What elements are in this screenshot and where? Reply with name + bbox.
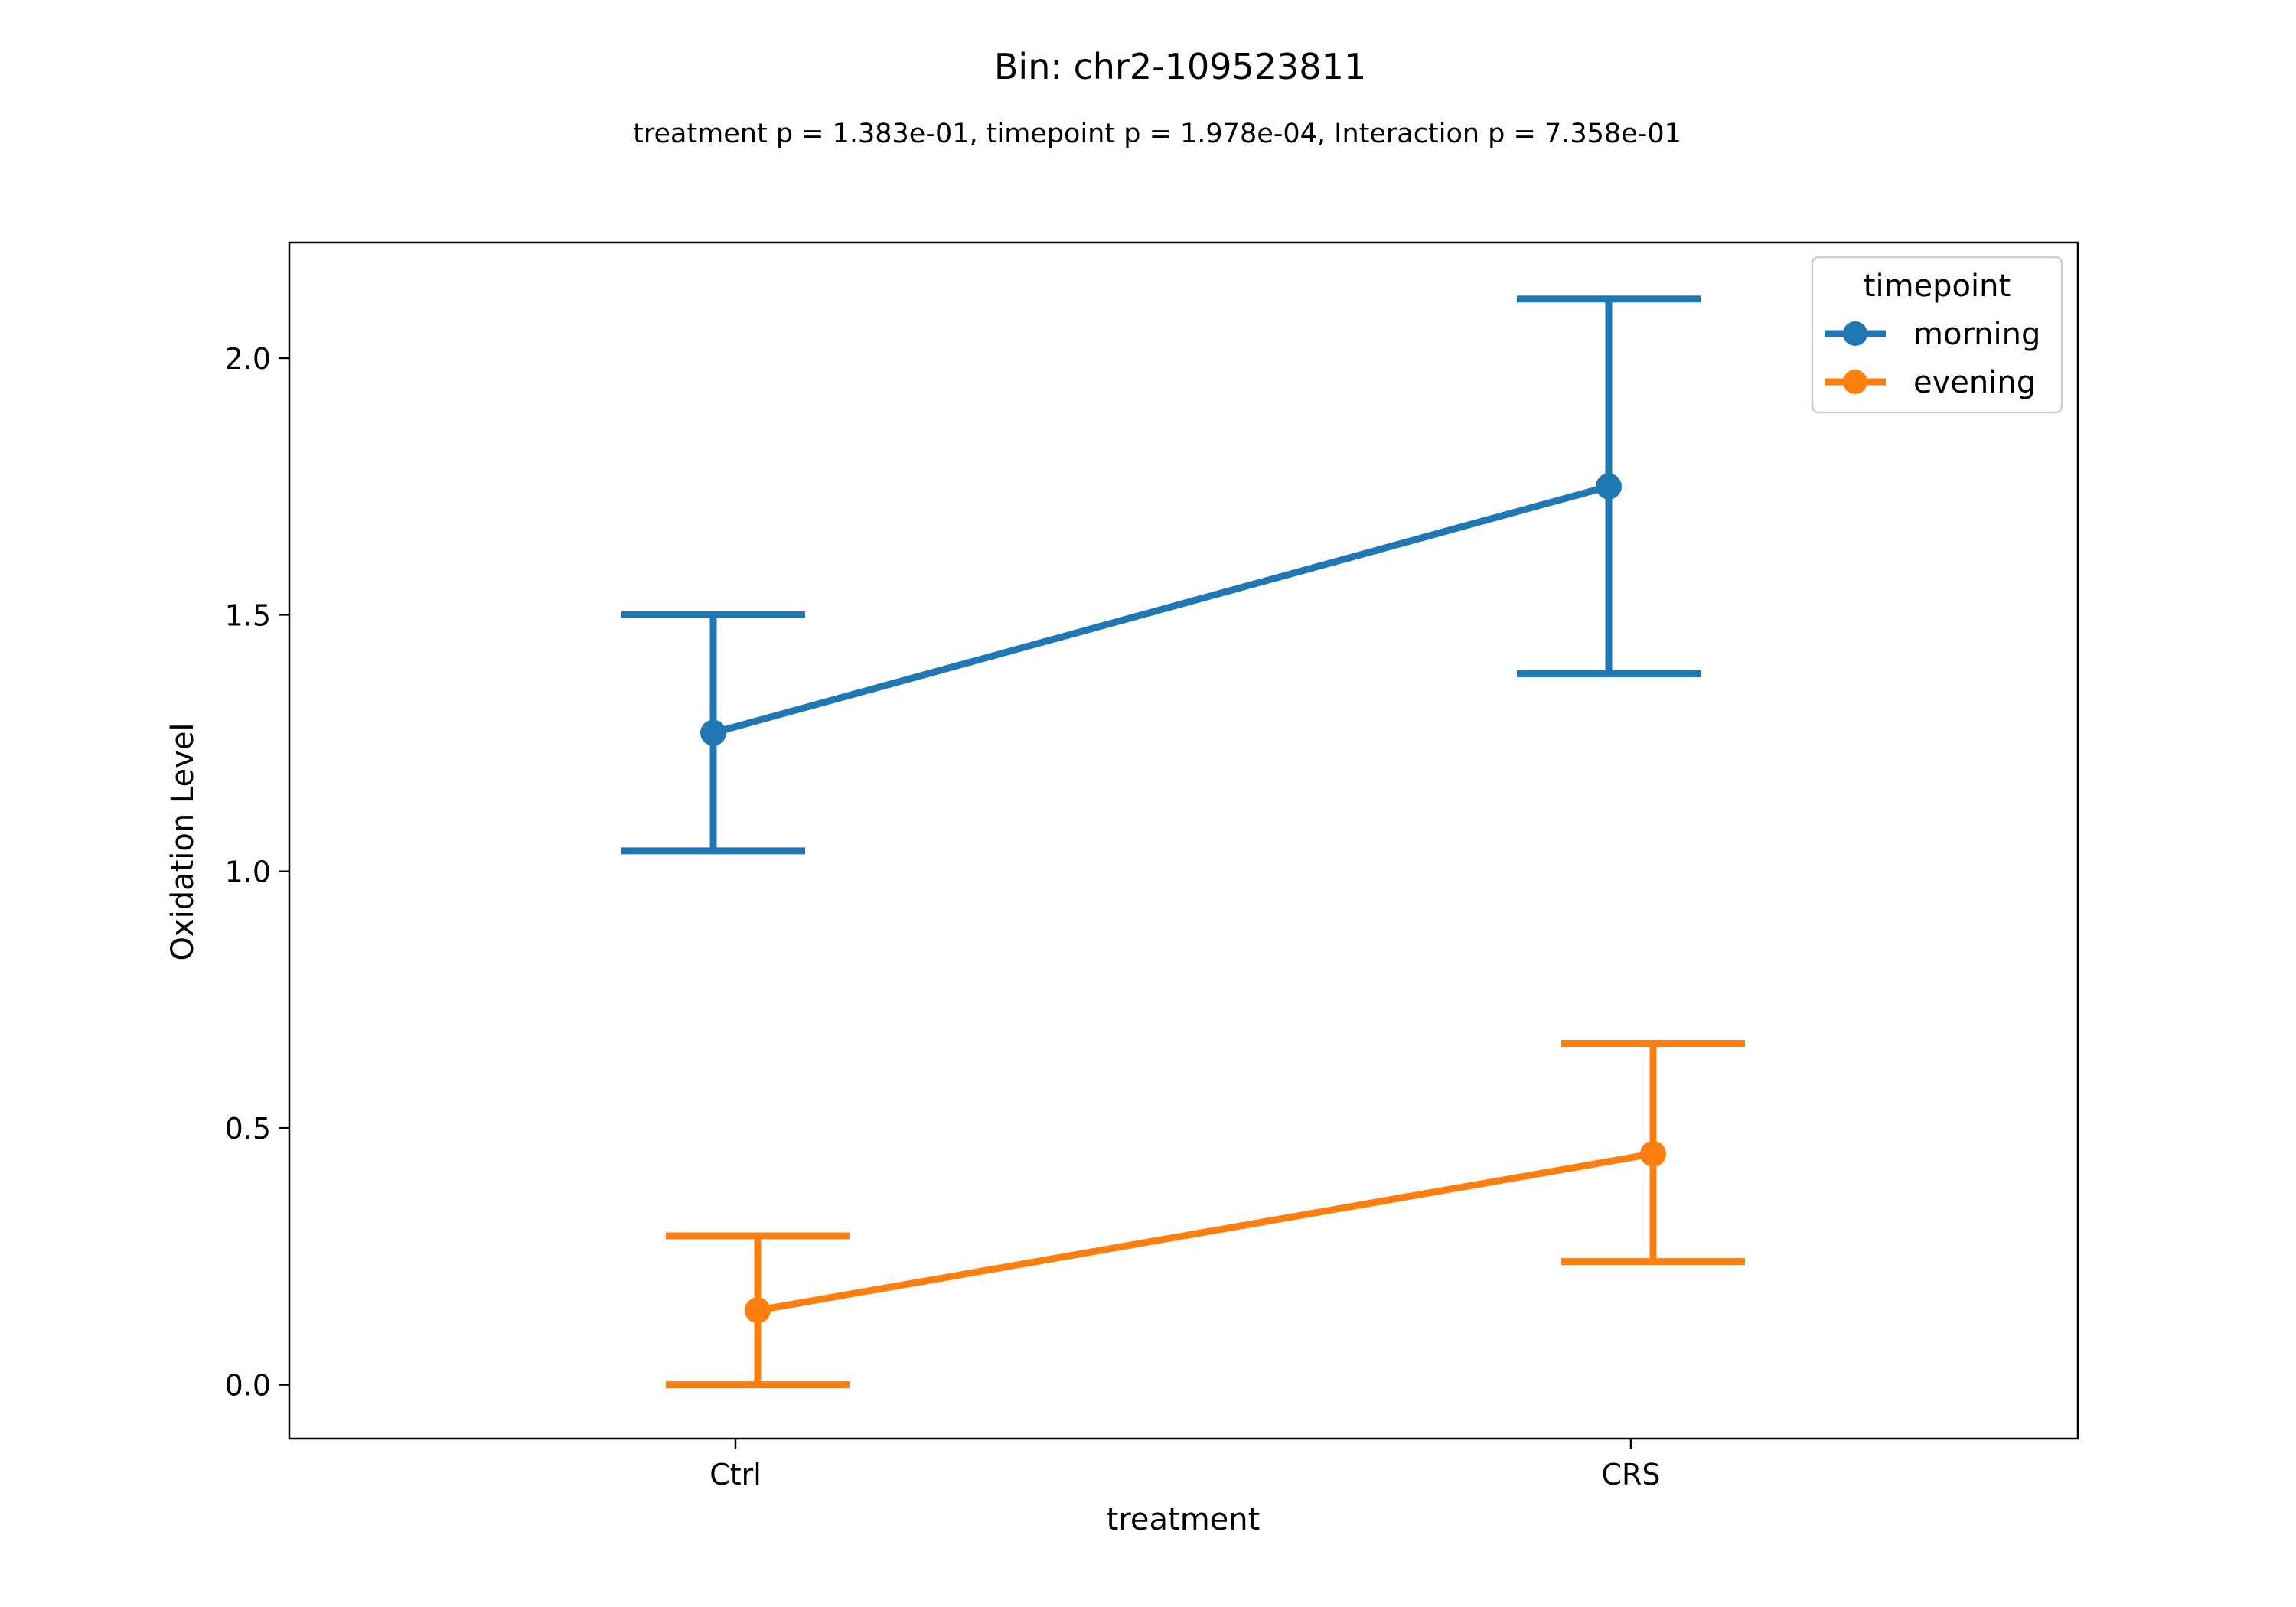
y-tick-label: 2.0 [225,342,271,376]
x-axis-label: treatment [1107,1502,1261,1537]
legend-marker-evening [1843,370,1867,394]
y-tick-label: 1.0 [225,856,271,889]
y-tick-label: 1.5 [225,598,271,632]
legend-box [1811,256,2063,414]
legend-label-evening: evening [1913,365,2036,400]
plot-area: 0.0 0.5 1.0 1.5 2.0 Ctrl CRS [225,295,1745,1491]
data-point-morning [1596,473,1622,500]
legend-label-morning: morning [1913,317,2040,352]
y-tick-label: 0.5 [225,1112,271,1146]
series-line-evening [757,1150,1654,1314]
legend-marker-morning [1843,321,1867,346]
data-point-morning [700,719,726,746]
data-point-evening [745,1297,771,1324]
legend-title: timepoint [1864,269,2011,304]
y-axis-label: Oxidation Level [165,722,201,960]
y-tick-label: 0.0 [225,1369,271,1403]
data-point-evening [1640,1140,1666,1167]
series-line-morning [712,483,1610,736]
chart-subtitle: treatment p = 1.383e-01, timepoint p = 1… [633,119,1681,149]
x-tick-label: Ctrl [709,1458,762,1491]
x-tick-label: CRS [1601,1458,1660,1491]
axes-frame [288,241,2079,1440]
chart-title: Bin: chr2-109523811 [994,46,1366,87]
legend: timepoint morning evening [1811,256,2063,414]
